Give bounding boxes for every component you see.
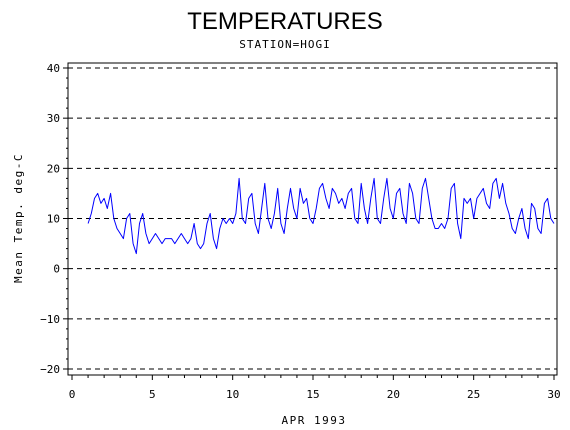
y-tick-label: −10: [40, 313, 60, 326]
x-axis-label: APR 1993: [282, 414, 347, 427]
data-series: [87, 177, 555, 255]
axes: −20 −10 0 10 20 30 40 0 5 10 15 20 25 30: [40, 62, 561, 401]
x-tick-label: 30: [547, 388, 560, 401]
x-tick-label: 20: [387, 388, 400, 401]
x-tick-label: 0: [69, 388, 76, 401]
y-tick-label: 40: [47, 62, 60, 75]
y-tick-label: 30: [47, 112, 60, 125]
y-axis-label: Mean Temp. deg-C: [12, 153, 25, 283]
y-tick-label: −20: [40, 363, 60, 376]
series-line: [87, 177, 555, 255]
x-tick-label: 25: [467, 388, 480, 401]
x-tick-label: 10: [226, 388, 239, 401]
x-tick-label: 5: [149, 388, 156, 401]
gridlines: [68, 67, 557, 370]
y-tick-label: 10: [47, 213, 60, 226]
chart-subtitle: STATION=HOGI: [239, 38, 330, 51]
y-tick-label: 20: [47, 162, 60, 175]
chart-title: TEMPERATURES: [187, 8, 383, 35]
x-tick-label: 15: [306, 388, 319, 401]
y-tick-label: 0: [53, 263, 60, 276]
